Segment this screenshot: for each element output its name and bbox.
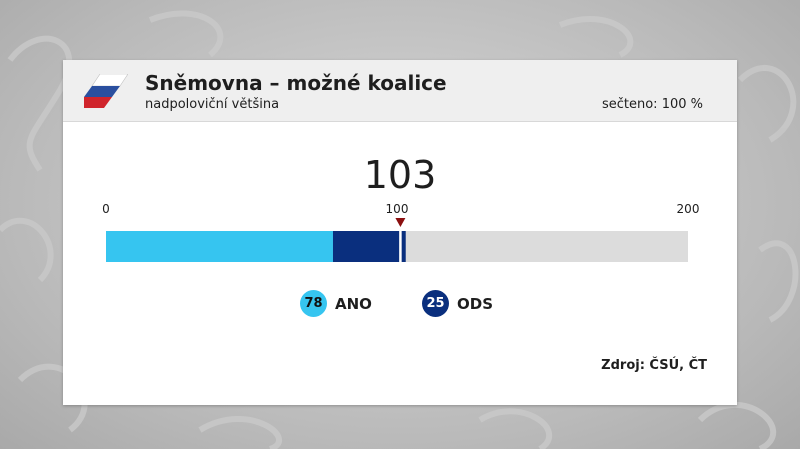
card-header: Sněmovna – možné koalice nadpoloviční vě… bbox=[63, 60, 737, 122]
legend: 78 ANO 25 ODS bbox=[63, 290, 737, 322]
subtitle: nadpoloviční většina bbox=[145, 97, 280, 112]
bar-segment-ods bbox=[332, 231, 406, 262]
seat-count-badge: 25 bbox=[422, 290, 449, 317]
coalition-card: Sněmovna – možné koalice nadpoloviční vě… bbox=[63, 60, 737, 405]
party-label: ODS bbox=[457, 294, 494, 313]
axis-tick-label: 0 bbox=[102, 202, 110, 216]
axis-tick-label: 200 bbox=[677, 202, 700, 216]
counted-status: sečteno: 100 % bbox=[601, 97, 703, 112]
party-label: ANO bbox=[335, 294, 372, 313]
legend-item-ods: 25 ODS bbox=[422, 290, 493, 317]
axis-tick-label: 100 bbox=[386, 202, 409, 216]
total-seats: 103 bbox=[363, 153, 437, 197]
page-title: Sněmovna – možné koalice bbox=[145, 71, 447, 95]
majority-marker bbox=[395, 218, 406, 227]
seat-count-badge: 78 bbox=[300, 290, 327, 317]
ct-logo-icon bbox=[84, 74, 128, 108]
bar-segment-ano bbox=[106, 231, 333, 262]
coalition-bar-chart: 0 100 200 bbox=[102, 202, 700, 262]
legend-item-ano: 78 ANO bbox=[300, 290, 372, 317]
source-note: Zdroj: ČSÚ, ČT bbox=[601, 358, 707, 373]
